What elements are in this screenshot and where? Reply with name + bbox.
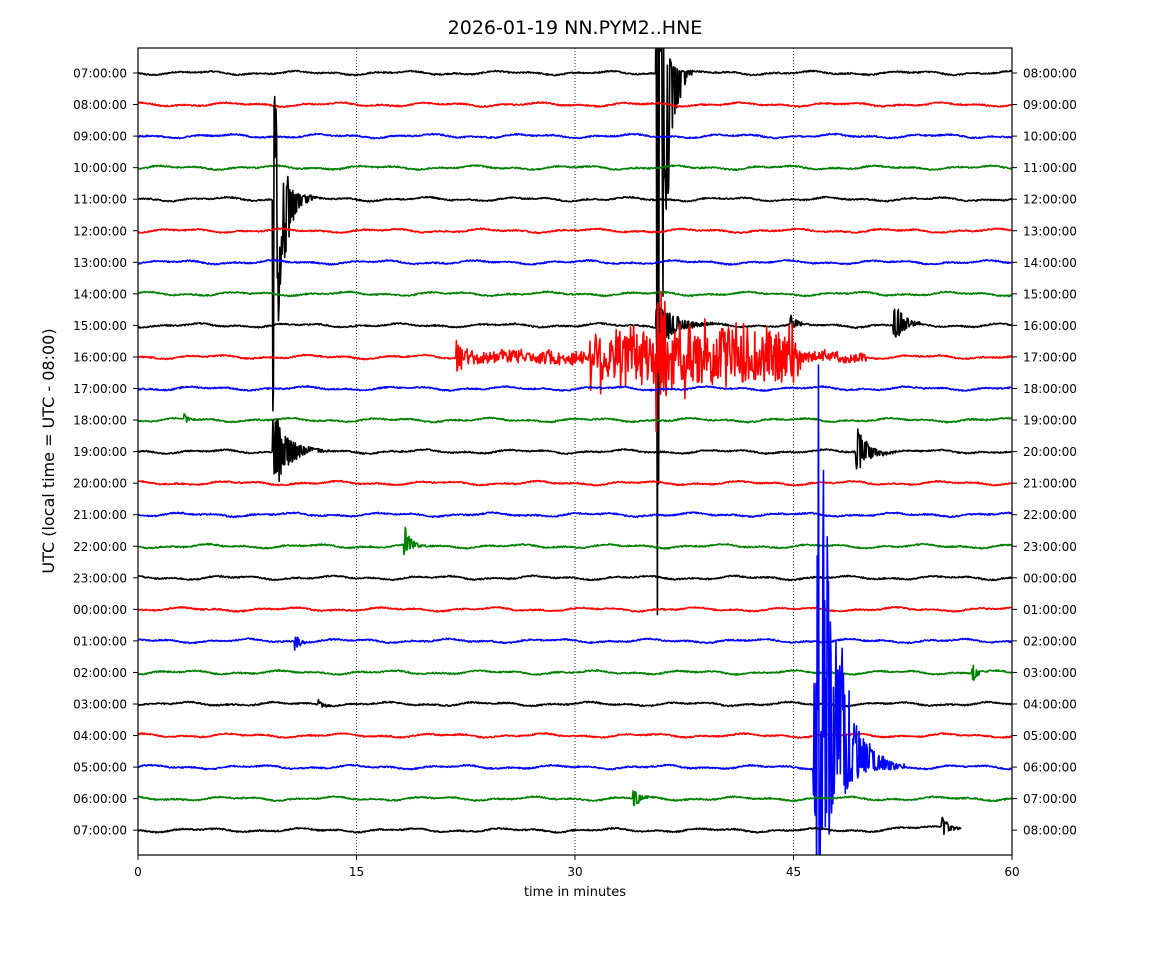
y-tick-label-left: 09:00:00 — [73, 130, 127, 144]
y-tick-label-right: 13:00:00 — [1023, 224, 1077, 238]
y-tick-label-left: 01:00:00 — [73, 634, 127, 648]
x-tick-label: 45 — [786, 865, 801, 879]
seismogram-trace — [138, 132, 1012, 140]
y-tick-label-left: 04:00:00 — [73, 729, 127, 743]
y-tick-label-right: 22:00:00 — [1023, 508, 1077, 522]
y-tick-label-right: 08:00:00 — [1023, 824, 1077, 838]
trace-layer — [138, 48, 1012, 855]
y-tick-label-right: 14:00:00 — [1023, 256, 1077, 270]
x-axis-label: time in minutes — [524, 885, 626, 900]
x-tick-label: 15 — [349, 865, 364, 879]
seismogram-trace — [138, 48, 1012, 616]
y-tick-label-left: 11:00:00 — [73, 193, 127, 207]
seismogram-trace — [138, 290, 1012, 298]
y-tick-label-left: 13:00:00 — [73, 256, 127, 270]
vertical-gridlines — [356, 48, 794, 855]
y-tick-label-right: 19:00:00 — [1023, 414, 1077, 428]
seismogram-trace — [138, 292, 1012, 360]
y-tick-label-left: 08:00:00 — [73, 98, 127, 112]
seismogram-trace — [138, 101, 1012, 108]
seismogram-trace — [138, 227, 1012, 235]
y-tick-label-right: 05:00:00 — [1023, 729, 1077, 743]
seismogram-trace — [138, 636, 1012, 651]
y-tick-label-left: 18:00:00 — [73, 414, 127, 428]
y-tick-label-left: 02:00:00 — [73, 666, 127, 680]
seismogram-trace — [138, 698, 1012, 708]
y-tick-label-right: 07:00:00 — [1023, 792, 1077, 806]
seismogram-trace — [138, 413, 1012, 424]
y-tick-label-left: 20:00:00 — [73, 477, 127, 491]
y-tick-label-right: 02:00:00 — [1023, 634, 1077, 648]
y-tick-label-right: 15:00:00 — [1023, 287, 1077, 301]
y-tick-label-right: 00:00:00 — [1023, 571, 1077, 585]
y-tick-label-left: 22:00:00 — [73, 540, 127, 554]
y-tick-label-left: 00:00:00 — [73, 603, 127, 617]
y-tick-label-right: 09:00:00 — [1023, 98, 1077, 112]
y-tick-label-left: 23:00:00 — [73, 571, 127, 585]
x-tick-label: 0 — [134, 865, 142, 879]
y-tick-label-right: 04:00:00 — [1023, 698, 1077, 712]
y-tick-label-left: 07:00:00 — [73, 824, 127, 838]
y-tick-label-left: 14:00:00 — [73, 287, 127, 301]
x-tick-label: 60 — [1004, 865, 1019, 879]
seismogram-trace — [138, 816, 962, 836]
y-tick-label-right: 23:00:00 — [1023, 540, 1077, 554]
seismogram-trace — [138, 732, 1012, 739]
seismogram-trace — [138, 574, 1012, 582]
y-tick-label-right: 17:00:00 — [1023, 350, 1077, 364]
y-tick-label-left: 17:00:00 — [73, 382, 127, 396]
seismogram-trace — [138, 511, 1012, 519]
y-tick-label-right: 10:00:00 — [1023, 130, 1077, 144]
y-tick-label-left: 03:00:00 — [73, 698, 127, 712]
seismogram-trace — [138, 605, 1012, 613]
y-tick-label-right: 06:00:00 — [1023, 761, 1077, 775]
seismogram-trace — [138, 385, 1012, 392]
seismogram-trace — [138, 164, 1012, 172]
y-axis-label: UTC (local time = UTC - 08:00) — [39, 328, 58, 573]
y-tick-label-left: 19:00:00 — [73, 445, 127, 459]
seismogram-trace — [138, 290, 1012, 432]
y-tick-label-left: 05:00:00 — [73, 761, 127, 775]
y-tick-label-left: 16:00:00 — [73, 350, 127, 364]
y-tick-label-left: 06:00:00 — [73, 792, 127, 806]
y-tick-label-right: 16:00:00 — [1023, 319, 1077, 333]
y-tick-label-right: 08:00:00 — [1023, 67, 1077, 81]
y-tick-label-left: 12:00:00 — [73, 224, 127, 238]
seismogram-trace — [138, 364, 1012, 855]
seismogram-trace — [138, 479, 1012, 487]
seismogram-trace — [138, 418, 1012, 482]
y-tick-label-left: 21:00:00 — [73, 508, 127, 522]
seismogram-trace — [138, 258, 1012, 266]
seismogram-trace — [138, 664, 1012, 682]
y-tick-label-right: 20:00:00 — [1023, 445, 1077, 459]
y-tick-label-right: 21:00:00 — [1023, 477, 1077, 491]
seismogram-trace — [138, 790, 1012, 807]
y-tick-label-left: 07:00:00 — [73, 67, 127, 81]
x-tick-label: 30 — [567, 865, 582, 879]
y-tick-label-right: 01:00:00 — [1023, 603, 1077, 617]
y-tick-label-left: 10:00:00 — [73, 161, 127, 175]
y-tick-label-right: 03:00:00 — [1023, 666, 1077, 680]
y-tick-label-left: 15:00:00 — [73, 319, 127, 333]
y-tick-label-right: 11:00:00 — [1023, 161, 1077, 175]
axis-ticks: 0 15 30 45 60 07:00:00 08:00:00 08:00:00 09:00:0… — [73, 67, 1077, 880]
y-tick-label-right: 18:00:00 — [1023, 382, 1077, 396]
chart-title: 2026-01-19 NN.PYM2..HNE — [448, 17, 703, 39]
seismogram-trace — [138, 95, 1012, 412]
y-tick-label-right: 12:00:00 — [1023, 193, 1077, 207]
seismogram-trace — [138, 526, 1012, 556]
